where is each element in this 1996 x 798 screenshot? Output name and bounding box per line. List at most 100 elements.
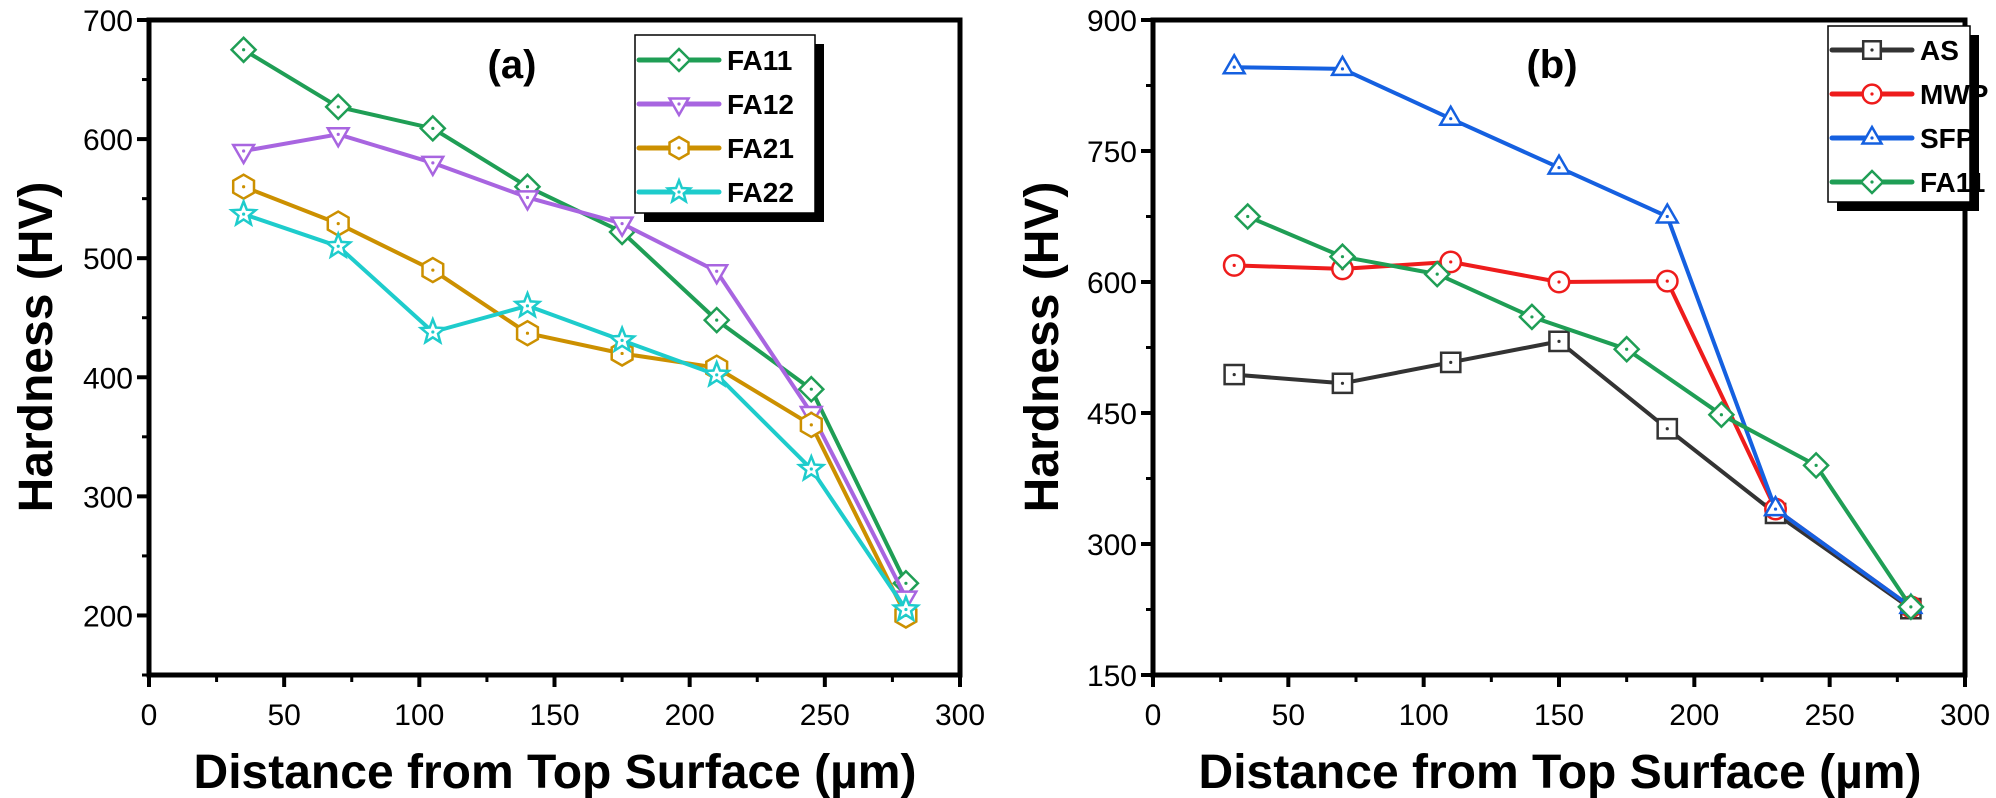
panel-a-fa12-point-center-dot [431, 161, 435, 165]
panel-a-fa21-point-center-dot [620, 351, 624, 356]
panel-b-fa11-point-center-dot [1246, 214, 1250, 219]
panel-b-x-tick-label: 150 [1534, 699, 1584, 732]
panel-b-sfp-point [1654, 202, 1680, 224]
panel-a-legend-swatch-marker-center-dot [677, 102, 681, 106]
panel-b-x-tick-label: 250 [1805, 699, 1855, 732]
panel-a-legend-swatch-marker-center-dot [677, 58, 681, 62]
panel-b-as-point-center-dot [1232, 372, 1236, 377]
panel-a-legend-label: FA22 [727, 177, 794, 208]
panel-a-fa21-point-center-dot [525, 331, 530, 335]
panel-b-sfp-point-center-dot [1449, 117, 1453, 121]
panel-a-legend-swatch-marker [667, 97, 691, 118]
panel-a-fa21-point-center-dot [336, 222, 340, 226]
panel-b-x-tick-label: 100 [1399, 699, 1449, 732]
panel-b-x-tick-label: 200 [1669, 699, 1719, 732]
panel-b-x-tick-label: 0 [1145, 699, 1162, 732]
panel-a-fa11-point-center-dot [431, 126, 435, 130]
panel-a-legend-box [634, 34, 816, 214]
panel-a-fa22-point-center-dot [525, 304, 530, 308]
panel-a-y-axis-title: Hardness (HV) [10, 182, 63, 513]
panel-b-legend-swatch-marker-center-dot [1870, 92, 1874, 96]
panel-b-legend-label: FA11 [1920, 167, 1985, 198]
panel-b-legend-swatch-marker-center-dot [1870, 180, 1874, 184]
panel-a-legend: FA11 FA12 FA21 FA22 [634, 34, 824, 222]
panel-b-mwp-point-center-dot [1665, 279, 1669, 283]
panel-b-y-tick-label: 600 [1087, 267, 1137, 300]
panel-a-fa12-point-center-dot [620, 222, 624, 226]
panel-a-label: (a) [488, 43, 537, 87]
panel-b-legend-swatch-marker [1860, 124, 1884, 145]
panel-b-y-axis-title: Hardness (HV) [1016, 182, 1069, 513]
panel-b-sfp-point [1438, 104, 1464, 126]
panel-b-as-point-center-dot [1557, 339, 1561, 343]
panel-a-chart: (a) Hardness (HV) Distance from Top Surf… [10, 5, 985, 798]
panel-b-sfp-point [1762, 494, 1789, 517]
panel-a-fa12-point [420, 155, 446, 178]
panel-b-sfp-point [1329, 54, 1356, 77]
panel-a-fa22-point-center-dot [431, 330, 435, 334]
panel-a-x-tick-label: 100 [394, 699, 444, 732]
panel-b-x-tick-label: 300 [1940, 699, 1990, 732]
panel-b-chart: (b) Hardness (HV) Distance from Top Surf… [1016, 5, 1990, 798]
panel-a-fa21-point-center-dot [242, 185, 246, 189]
panel-b-fa11-line [1246, 214, 1913, 609]
panel-a-y-tick-label: 400 [83, 362, 133, 395]
panel-b-sfp-point-center-dot [1232, 65, 1236, 69]
panel-b-sfp-point-center-dot [1340, 67, 1345, 71]
panel-a-fa11-point-center-dot [525, 185, 530, 189]
panel-b-legend-item-as: AS [1829, 35, 1959, 66]
panel-b-mwp-point-center-dot [1557, 280, 1561, 284]
panel-a-x-tick-label: 200 [665, 699, 715, 732]
panel-a-fa11-point-center-dot [809, 387, 813, 391]
panel-a-x-axis-title: Distance from Top Surface (µm) [194, 746, 917, 798]
panel-b-legend-label: AS [1920, 35, 1959, 66]
panel-a-fa11-point-center-dot [242, 48, 246, 52]
panel-a-fa22-line [242, 212, 908, 611]
panel-b-legend-swatch-marker-center-dot [1870, 136, 1874, 140]
panel-b-sfp-point-center-dot [1557, 165, 1561, 170]
panel-b-legend-item-fa11: FA11 [1829, 167, 1985, 198]
panel-a-x-tick-label: 50 [267, 699, 300, 732]
panel-b-y-tick-label: 750 [1087, 136, 1137, 169]
panel-b-legend: AS MWP SFP FA11 [1827, 25, 1988, 211]
panel-b-as-point-center-dot [1340, 381, 1345, 385]
panel-b-sfp-point-center-dot [1665, 214, 1669, 219]
panel-b-series-mwp [1222, 250, 1923, 619]
panel-a-fa22-point-center-dot [715, 373, 719, 377]
panel-a-legend-label: FA21 [727, 133, 794, 164]
panel-a-legend-label: FA12 [727, 89, 794, 120]
panel-a-fa12-point [609, 216, 635, 239]
panel-b-series-fa11 [1233, 202, 1925, 621]
panel-a-y-tick-label: 500 [83, 243, 133, 276]
panel-a-y-tick-label: 700 [83, 5, 133, 38]
panel-b-sfp-point [1221, 52, 1247, 75]
panel-a-fa21-point-center-dot [431, 268, 435, 272]
panel-a-plot-frame [146, 17, 963, 678]
panel-b-fa11-point-center-dot [1530, 315, 1534, 319]
panel-b-mwp-line [1234, 259, 1913, 609]
panel-b-as-point-center-dot [1665, 427, 1669, 431]
panel-a-fa11-point-center-dot [715, 318, 719, 322]
panel-a-fa12-point-center-dot [336, 132, 340, 136]
panel-a-series-fa22 [228, 198, 922, 623]
panel-b-fa11-point-center-dot [1909, 605, 1913, 609]
panel-a-legend-item-fa22: FA22 [636, 176, 794, 208]
panel-a-x-tick-label: 250 [800, 699, 850, 732]
panel-a-fa11-point-center-dot [336, 105, 340, 109]
panel-a-x-tick-label: 150 [529, 699, 579, 732]
panel-a-y-tick-label: 600 [83, 124, 133, 157]
panel-b-as-point-center-dot [1449, 360, 1453, 364]
panel-b-legend-label: SFP [1920, 123, 1974, 154]
panel-b-sfp-point-center-dot [1773, 507, 1778, 511]
panel-a-fa12-point-center-dot [525, 195, 530, 200]
panel-b-y-tick-label: 150 [1087, 660, 1137, 693]
panel-b-legend-label: MWP [1920, 79, 1988, 110]
panel-b-legend-item-mwp: MWP [1829, 79, 1988, 110]
panel-a-legend-item-fa11: FA11 [636, 45, 792, 76]
panel-b-fa11-point-center-dot [1625, 347, 1629, 351]
panel-b-fa11-point-center-dot [1814, 463, 1818, 467]
panel-b-x-tick-label: 50 [1272, 699, 1305, 732]
panel-a-fa12-point [325, 127, 351, 149]
panel-b-y-tick-label: 900 [1087, 5, 1137, 38]
